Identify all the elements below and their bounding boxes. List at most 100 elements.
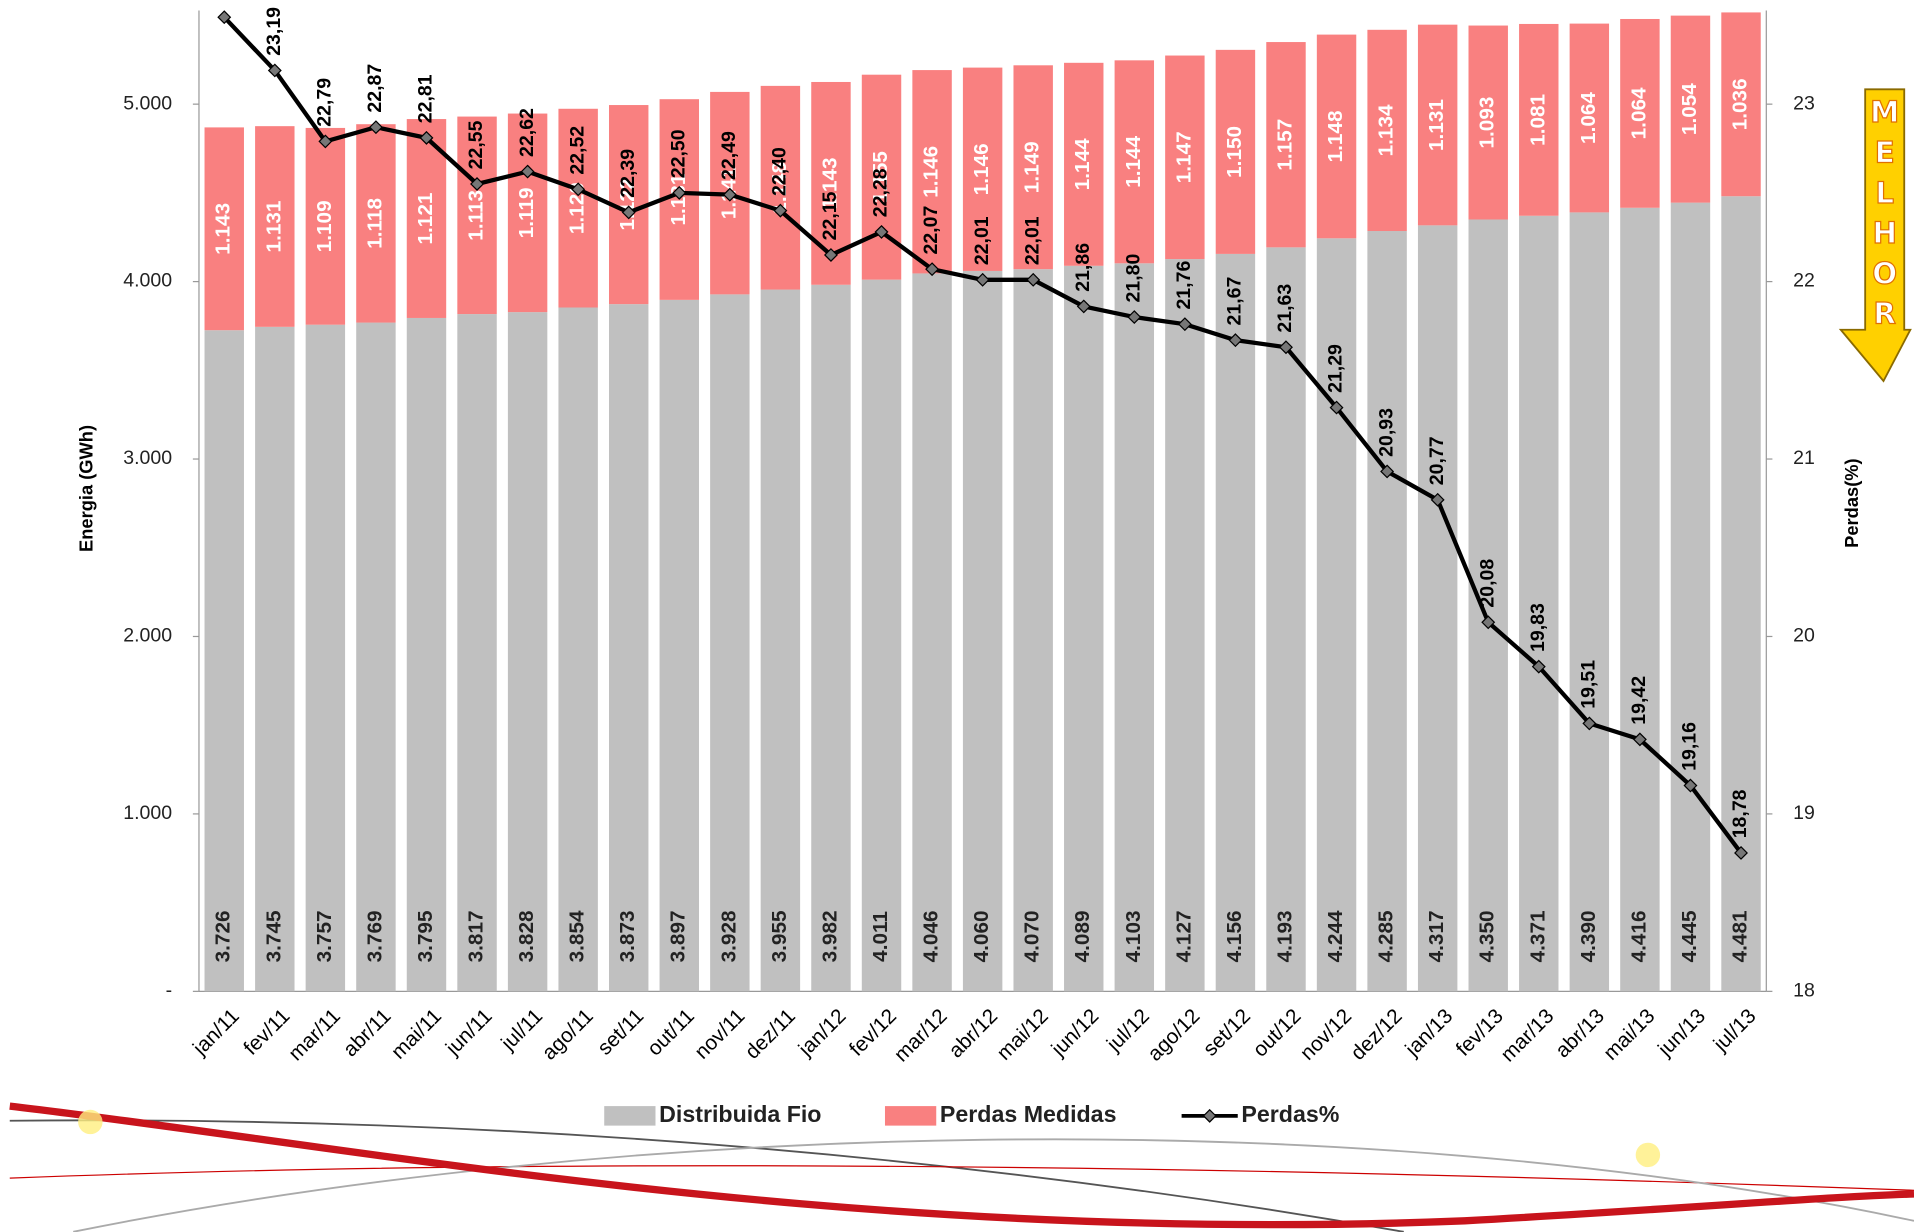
x-tick-label: jun/13	[1653, 1004, 1710, 1061]
bar-segment	[356, 323, 395, 992]
bar-value-label: 4.089	[1071, 910, 1094, 962]
bar-value-label: 1.131	[667, 174, 690, 226]
line-value-label: 22,62	[516, 108, 538, 157]
bar-segment	[1418, 225, 1457, 991]
bar-value-label: 1.146	[970, 143, 993, 195]
bar-segment	[1620, 208, 1659, 992]
bar-value-label: 3.828	[515, 910, 538, 962]
x-tick-label: nov/12	[1296, 1004, 1356, 1064]
line-value-label: 21,86	[1072, 243, 1094, 292]
bar-value-label: 3.817	[465, 910, 488, 962]
bar-segment	[912, 273, 951, 991]
bar-segment	[761, 290, 800, 992]
bar-value-label: 4.244	[1324, 910, 1347, 962]
bar-value-label: 1.147	[1172, 131, 1195, 183]
bar-segment	[255, 327, 294, 992]
annotation-box: MELHOR	[1868, 93, 1902, 349]
bar-value-label: 1.148	[1324, 110, 1347, 162]
line-value-label: 19,16	[1679, 722, 1701, 771]
bar-value-label: 4.317	[1425, 910, 1448, 962]
bar-value-label: 1.143	[212, 203, 235, 255]
bar-value-label: 1.109	[313, 200, 336, 252]
y-tick-label: 4.000	[123, 270, 172, 292]
bar-value-label: 1.131	[1425, 99, 1448, 151]
bar-value-label: 4.070	[1021, 910, 1044, 962]
bar-segment	[1671, 203, 1710, 992]
legend-label: Perdas%	[1241, 1101, 1339, 1127]
bar-segment	[1216, 254, 1255, 991]
bar-value-label: 4.390	[1577, 910, 1600, 962]
bar-segment	[306, 325, 345, 992]
bar-segment	[660, 300, 699, 991]
bar-value-label: 1.093	[1476, 97, 1499, 149]
chart: MELHOR Energia (GWh) Perdas(%) -1.0002.0…	[0, 0, 1914, 1232]
bar-segment	[457, 314, 496, 991]
bar-value-label: 4.046	[920, 910, 943, 962]
bar-segment	[508, 312, 547, 991]
y2-tick-label: 23	[1793, 92, 1815, 114]
x-tick-label: set/12	[1199, 1004, 1255, 1060]
x-tick-label: nov/11	[690, 1004, 749, 1063]
bar-value-label: 1.064	[1627, 87, 1650, 139]
x-tick-label: abr/12	[944, 1004, 1002, 1062]
line-value-label: 19,42	[1628, 676, 1650, 725]
line-value-label: 22,52	[566, 126, 588, 175]
bar-value-label: 1.121	[414, 193, 437, 245]
bar-value-label: 3.745	[262, 910, 285, 962]
bar-segment	[1721, 196, 1760, 991]
x-tick-label: jul/13	[1709, 1004, 1761, 1056]
y2-tick-label: 21	[1793, 447, 1815, 469]
line-value-label: 22,01	[1021, 216, 1043, 265]
bar-value-label: 3.854	[566, 910, 589, 962]
bar-value-label: 1.149	[1021, 141, 1044, 193]
annotation: MELHOR	[1868, 93, 1902, 335]
bar-value-label: 4.416	[1627, 910, 1650, 962]
bar-segment	[558, 308, 597, 992]
bar-segment	[205, 330, 244, 991]
bar-value-label: 3.955	[768, 910, 791, 962]
x-tick-label: jan/13	[1400, 1004, 1457, 1061]
bar-value-label: 1.119	[515, 187, 538, 238]
bar-segment	[1570, 212, 1609, 991]
line-value-label: 22,40	[769, 147, 791, 196]
x-tick-label: mai/11	[387, 1004, 446, 1063]
x-tick-label: out/11	[643, 1004, 699, 1060]
bar-segment	[1013, 269, 1052, 991]
bar-value-label: 1.157	[1273, 119, 1296, 171]
x-tick-label: out/12	[1249, 1004, 1306, 1061]
x-tick-label: jun/11	[441, 1004, 497, 1060]
bar-value-label: 4.156	[1223, 910, 1246, 962]
line-value-label: 22,87	[364, 64, 386, 113]
x-tick-label: jan/12	[794, 1004, 851, 1061]
bar-value-label: 3.726	[212, 910, 235, 962]
bar-value-label: 4.445	[1678, 910, 1701, 962]
x-tick-label: abr/13	[1551, 1004, 1609, 1062]
bar-value-label: 1.081	[1526, 94, 1549, 146]
line-value-label: 22,15	[819, 191, 841, 240]
y-tick-label: 3.000	[123, 447, 172, 469]
bar-value-label: 4.193	[1273, 910, 1296, 962]
bar-value-label: 1.134	[1375, 104, 1398, 156]
bar-segment	[1367, 231, 1406, 991]
y2-tick-label: 22	[1793, 270, 1815, 292]
line-value-label: 22,50	[667, 129, 689, 178]
bar-value-label: 3.982	[818, 910, 841, 962]
bar-value-label: 4.350	[1476, 910, 1499, 962]
x-tick-label: dez/12	[1346, 1004, 1406, 1064]
bar-segment	[963, 271, 1002, 991]
line-value-label: 22,01	[971, 216, 993, 265]
legend-swatch	[885, 1106, 936, 1126]
line-value-label: 22,28	[870, 168, 892, 217]
bar-segment	[1115, 263, 1154, 991]
legend-swatch	[604, 1106, 655, 1126]
bar-value-label: 1.144	[1122, 135, 1145, 187]
x-tick-label: ago/12	[1143, 1004, 1204, 1065]
bar-value-label: 4.127	[1172, 910, 1195, 962]
line-value-label: 22,49	[718, 131, 740, 180]
x-tick-label: dez/11	[741, 1004, 800, 1063]
bar-value-label: 4.011	[869, 911, 892, 962]
bar-segment	[1064, 266, 1103, 992]
line-value-label: 18,78	[1729, 789, 1751, 838]
line-value-label: 22,55	[465, 120, 487, 169]
bar-value-label: 3.873	[616, 910, 639, 962]
